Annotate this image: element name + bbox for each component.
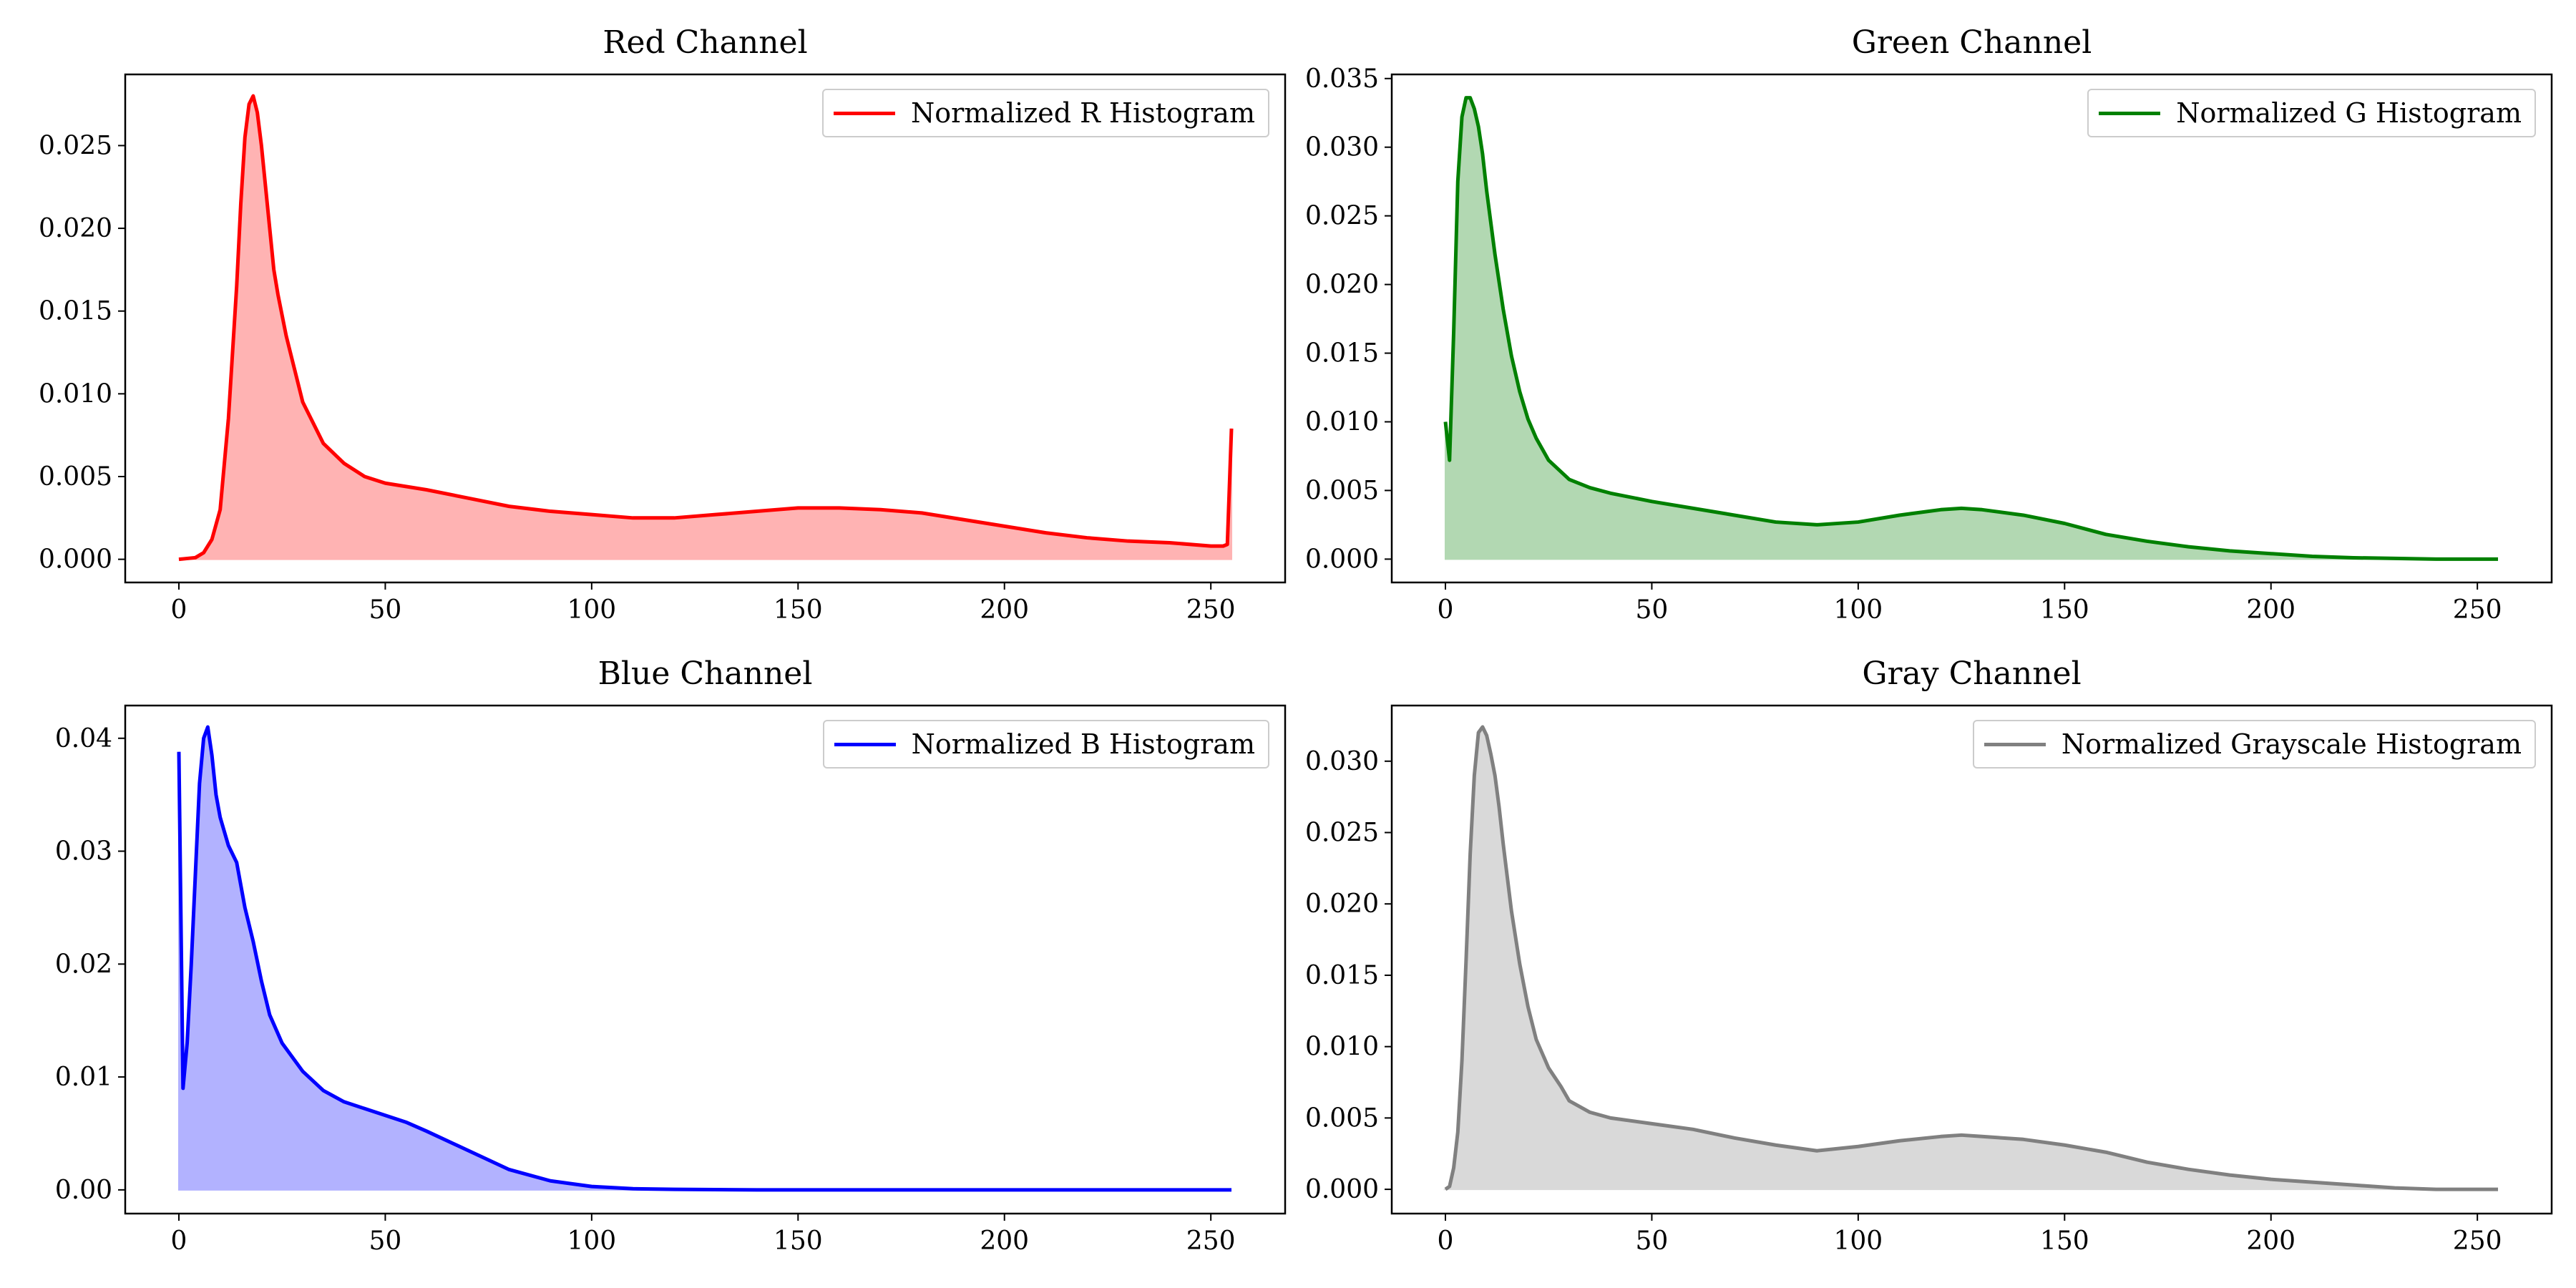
- gray-y-tick-label: 0.020: [1305, 889, 1379, 919]
- red-channel-legend: Normalized R Histogram: [821, 89, 1269, 137]
- red-legend-label: Normalized R Histogram: [910, 97, 1255, 129]
- red-x-tick-label: 150: [774, 595, 823, 625]
- green-histogram-line: [1443, 96, 2499, 561]
- blue-channel-panel: Blue Channel 0 50 100 150 200 250 0.00 0.01 0.02…: [32, 648, 1289, 1264]
- blue-x-tick-label: 150: [774, 1226, 823, 1256]
- green-x-tick-label: 200: [2246, 595, 2296, 625]
- blue-histogram-area: [177, 726, 1232, 1191]
- red-histogram-line: [178, 94, 1234, 562]
- gray-x-tick-label: 150: [2040, 1226, 2089, 1256]
- green-y-tick-label: 0.030: [1305, 133, 1379, 162]
- gray-x-tick-label: 0: [1438, 1226, 1454, 1256]
- gray-channel-title: Gray Channel: [1862, 655, 2082, 692]
- legend-line-swatch: [833, 111, 895, 115]
- green-x-tick-label: 100: [1834, 595, 1883, 625]
- green-legend-label: Normalized G Histogram: [2176, 97, 2522, 129]
- green-y-tick-label: 0.010: [1305, 407, 1379, 436]
- gray-histogram-line: [1444, 725, 2499, 1191]
- red-channel-title: Red Channel: [602, 24, 808, 61]
- green-channel-legend: Normalized G Histogram: [2087, 89, 2536, 137]
- green-axes-frame: [1390, 73, 2553, 584]
- green-x-tick-label: 150: [2040, 595, 2089, 625]
- gray-y-tick-label: 0.025: [1305, 819, 1379, 848]
- legend-line-swatch: [834, 742, 896, 746]
- green-y-tick-label: 0.000: [1305, 545, 1379, 574]
- blue-y-tick-label: 0.03: [55, 837, 112, 867]
- gray-y-tick-label: 0.000: [1305, 1175, 1379, 1204]
- gray-x-tick-label: 50: [1636, 1226, 1669, 1256]
- red-channel-plot: 0 50 100 150 200 250 0.000 0.005 0.010 0.015 0.020…: [39, 73, 1287, 625]
- blue-y-tick-label: 0.04: [55, 724, 112, 753]
- red-x-tick-label: 0: [171, 595, 187, 625]
- gray-y-tick-label: 0.010: [1305, 1033, 1379, 1062]
- green-y-tick-label: 0.005: [1305, 476, 1379, 505]
- gray-channel-legend: Normalized Grayscale Histogram: [1972, 720, 2536, 769]
- red-y-tick-label: 0.005: [39, 462, 112, 492]
- legend-line-swatch: [2099, 111, 2161, 115]
- gray-axes-frame: [1390, 704, 2553, 1215]
- gray-channel-plot: 0 50 100 150 200 250 0.000 0.005 0.010 0.015 0.020…: [1305, 704, 2553, 1256]
- blue-x-tick-label: 0: [171, 1226, 187, 1256]
- gray-channel-panel: Gray Channel 0 50 100 150 200 250 0.000 0.005 0.…: [1299, 648, 2556, 1264]
- blue-channel-plot: 0 50 100 150 200 250 0.00 0.01 0.02 0.03 0.04: [55, 704, 1287, 1256]
- red-y-tick-label: 0.025: [39, 131, 112, 160]
- blue-channel-title: Blue Channel: [597, 655, 813, 692]
- blue-x-tick-label: 50: [369, 1226, 402, 1256]
- red-x-tick-label: 250: [1186, 595, 1236, 625]
- green-channel-plot: 0 50 100 150 200 250 0.000 0.005 0.010 0.015 0.020…: [1305, 64, 2553, 625]
- blue-y-tick-label: 0.02: [55, 950, 112, 979]
- red-channel-panel: Red Channel 0 50 100 150 200 250 0.000 0.005 0.0…: [32, 17, 1289, 633]
- blue-y-tick-label: 0.01: [55, 1063, 112, 1092]
- green-x-tick-label: 0: [1438, 595, 1454, 625]
- green-x-tick-label: 50: [1636, 595, 1669, 625]
- blue-y-tick-label: 0.00: [55, 1176, 112, 1205]
- red-axes-frame: [124, 73, 1287, 584]
- red-histogram-area: [178, 94, 1233, 560]
- gray-histogram-area: [1443, 725, 2499, 1191]
- gray-x-tick-label: 200: [2246, 1226, 2296, 1256]
- green-y-tick-label: 0.020: [1305, 270, 1379, 300]
- gray-y-tick-label: 0.015: [1305, 961, 1379, 990]
- gray-legend-label: Normalized Grayscale Histogram: [2061, 728, 2522, 760]
- green-y-tick-label: 0.035: [1305, 64, 1379, 94]
- legend-line-swatch: [1984, 742, 2046, 746]
- red-x-tick-label: 50: [369, 595, 402, 625]
- gray-y-tick-label: 0.030: [1305, 747, 1379, 776]
- green-y-tick-label: 0.015: [1305, 339, 1379, 369]
- blue-axes-frame: [124, 704, 1287, 1215]
- blue-histogram-line: [177, 725, 1232, 1192]
- red-x-tick-label: 200: [980, 595, 1029, 625]
- red-y-tick-label: 0.015: [39, 297, 112, 326]
- green-channel-title: Green Channel: [1851, 24, 2092, 61]
- red-y-tick-label: 0.010: [39, 379, 112, 409]
- green-y-tick-label: 0.025: [1305, 202, 1379, 231]
- gray-x-tick-label: 100: [1834, 1226, 1883, 1256]
- blue-x-tick-label: 100: [567, 1226, 617, 1256]
- green-channel-panel: Green Channel 0 50 100 150 200 250 0.000 0.005 0…: [1299, 17, 2556, 633]
- blue-x-tick-label: 250: [1186, 1226, 1236, 1256]
- blue-x-tick-label: 200: [980, 1226, 1029, 1256]
- blue-legend-label: Normalized B Histogram: [911, 728, 1255, 760]
- gray-y-tick-label: 0.005: [1305, 1103, 1379, 1133]
- red-y-tick-label: 0.020: [39, 214, 112, 243]
- gray-x-tick-label: 250: [2453, 1226, 2502, 1256]
- red-y-tick-label: 0.000: [39, 545, 112, 575]
- red-x-tick-label: 100: [567, 595, 617, 625]
- blue-channel-legend: Normalized B Histogram: [822, 720, 1269, 769]
- green-x-tick-label: 250: [2453, 595, 2502, 625]
